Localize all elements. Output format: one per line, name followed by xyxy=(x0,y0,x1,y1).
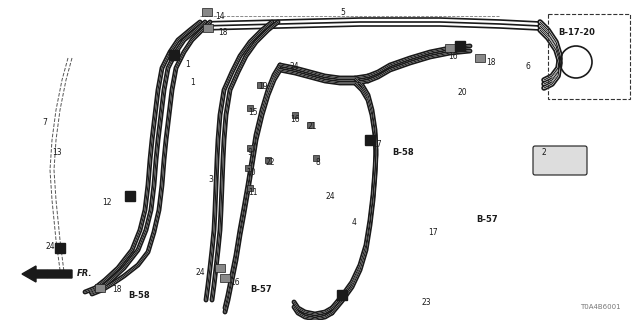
Text: 22: 22 xyxy=(265,158,275,167)
Text: T0A4B6001: T0A4B6001 xyxy=(580,304,621,310)
Text: 16: 16 xyxy=(448,52,458,61)
Text: 7: 7 xyxy=(42,118,47,127)
Text: 18: 18 xyxy=(112,285,122,294)
Bar xyxy=(455,41,465,51)
Bar xyxy=(220,274,230,282)
Text: 24: 24 xyxy=(46,242,56,251)
Text: 18: 18 xyxy=(218,28,227,37)
Text: 23: 23 xyxy=(422,298,431,307)
Text: B-57: B-57 xyxy=(250,285,271,294)
Text: 6: 6 xyxy=(526,62,531,71)
Text: 11: 11 xyxy=(248,188,257,197)
Text: 8: 8 xyxy=(315,158,320,167)
Bar xyxy=(445,44,455,52)
Text: 19: 19 xyxy=(258,82,268,91)
Text: 24: 24 xyxy=(326,192,335,201)
Text: 14: 14 xyxy=(215,12,225,21)
Bar xyxy=(475,54,485,62)
Bar xyxy=(365,135,375,145)
Bar xyxy=(203,24,213,32)
Text: 13: 13 xyxy=(52,148,61,157)
Text: 15: 15 xyxy=(248,108,258,117)
Text: 24: 24 xyxy=(195,268,205,277)
Text: 17: 17 xyxy=(428,228,438,237)
Text: 17: 17 xyxy=(372,140,381,149)
Text: 10: 10 xyxy=(246,168,255,177)
Text: 20: 20 xyxy=(458,88,468,97)
Bar xyxy=(337,290,347,300)
Bar xyxy=(125,191,135,201)
Bar xyxy=(215,264,225,272)
Text: 3: 3 xyxy=(208,175,213,184)
Bar xyxy=(95,284,105,292)
Text: B-17-20: B-17-20 xyxy=(558,28,595,37)
Text: 1: 1 xyxy=(185,60,189,69)
Text: 2: 2 xyxy=(542,148,547,157)
Text: 12: 12 xyxy=(102,198,111,207)
Text: 4: 4 xyxy=(352,218,357,227)
Text: 9: 9 xyxy=(248,148,253,157)
Text: 16: 16 xyxy=(230,278,239,287)
Text: B-58: B-58 xyxy=(392,148,413,157)
Bar xyxy=(548,14,630,99)
Text: B-58: B-58 xyxy=(128,291,150,300)
Text: 18: 18 xyxy=(486,58,495,67)
Bar xyxy=(202,8,212,16)
Text: B-57: B-57 xyxy=(476,215,498,224)
Bar xyxy=(55,243,65,253)
Text: 24: 24 xyxy=(290,62,300,71)
Bar xyxy=(169,50,179,60)
Text: 21: 21 xyxy=(308,122,317,131)
FancyBboxPatch shape xyxy=(533,146,587,175)
Text: 1: 1 xyxy=(190,78,195,87)
Text: 16: 16 xyxy=(290,115,300,124)
FancyArrow shape xyxy=(22,266,72,282)
Text: 5: 5 xyxy=(340,8,345,17)
Text: FR.: FR. xyxy=(77,269,93,278)
